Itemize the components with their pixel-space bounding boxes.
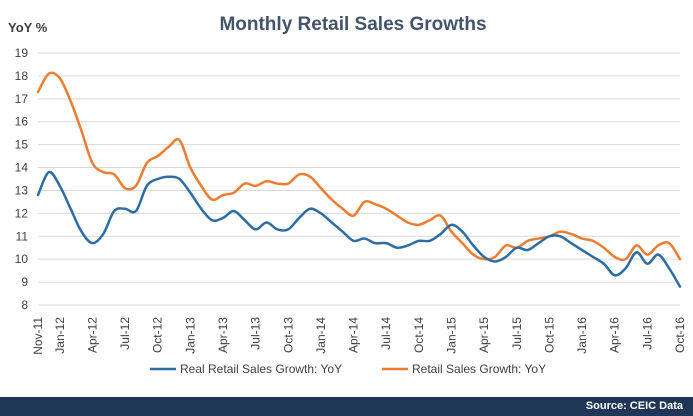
x-tick-label: Jan-16 [575,317,589,354]
x-tick-label: Jan-14 [314,317,328,354]
series-lines [36,71,682,288]
y-tick-label: 19 [15,46,29,60]
y-axis-label: YoY % [8,20,48,35]
gridlines [38,52,680,306]
legend-label: Real Retail Sales Growth: YoY [180,362,342,376]
x-tick-label: Apr-16 [608,317,622,353]
y-tick-label: 9 [21,275,28,289]
x-tick-label: Jul-14 [379,317,393,350]
y-tick-label: 15 [15,138,29,152]
x-tick-label: Oct-13 [281,317,295,353]
y-tick-label: 17 [15,92,29,106]
x-tick-label: Apr-14 [347,317,361,353]
y-tick-labels: 8 9 10 11 12 13 14 15 16 17 18 19 [15,46,29,312]
x-tick-label: Nov-11 [31,317,45,355]
y-tick-label: 10 [15,252,29,266]
x-tick-label: Apr-12 [85,317,99,353]
y-tick-label: 13 [15,183,29,197]
y-tick-label: 16 [15,115,29,129]
x-tick-label: Oct-12 [151,317,165,353]
y-tick-label: 12 [15,206,29,220]
x-tick-label: Oct-16 [673,317,687,353]
series-line [36,170,682,288]
y-tick-label: 8 [21,298,28,312]
x-tick-label: Jul-12 [118,317,132,350]
x-tick-label: Oct-14 [412,317,426,353]
legend: Real Retail Sales Growth: YoY Retail Sale… [150,362,546,376]
x-tick-label: Apr-13 [216,317,230,353]
y-tick-label: 14 [15,161,29,175]
x-tick-label: Jan-15 [444,317,458,354]
x-tick-label: Jan-12 [53,317,67,354]
x-tick-label: Oct-15 [542,317,556,353]
x-tick-label: Jul-13 [249,317,263,350]
x-tick-label: Jan-13 [183,317,197,354]
x-tick-labels: Nov-11 Jan-12 Apr-12 Jul-12 Oct-12 Jan-13 Apr-… [31,317,687,355]
legend-label: Retail Sales Growth: YoY [412,362,546,376]
chart-title: Monthly Retail Sales Growths [219,14,486,35]
y-tick-label: 11 [16,229,29,243]
x-tick-label: Jul-15 [510,317,524,350]
y-tick-label: 18 [15,69,29,83]
x-tick-label: Jul-16 [640,317,654,350]
x-tick-label: Apr-15 [477,317,491,353]
series-line [36,71,682,262]
source-bar: Source: CEIC Data [0,397,693,416]
source-note: Source: CEIC Data [585,400,683,412]
